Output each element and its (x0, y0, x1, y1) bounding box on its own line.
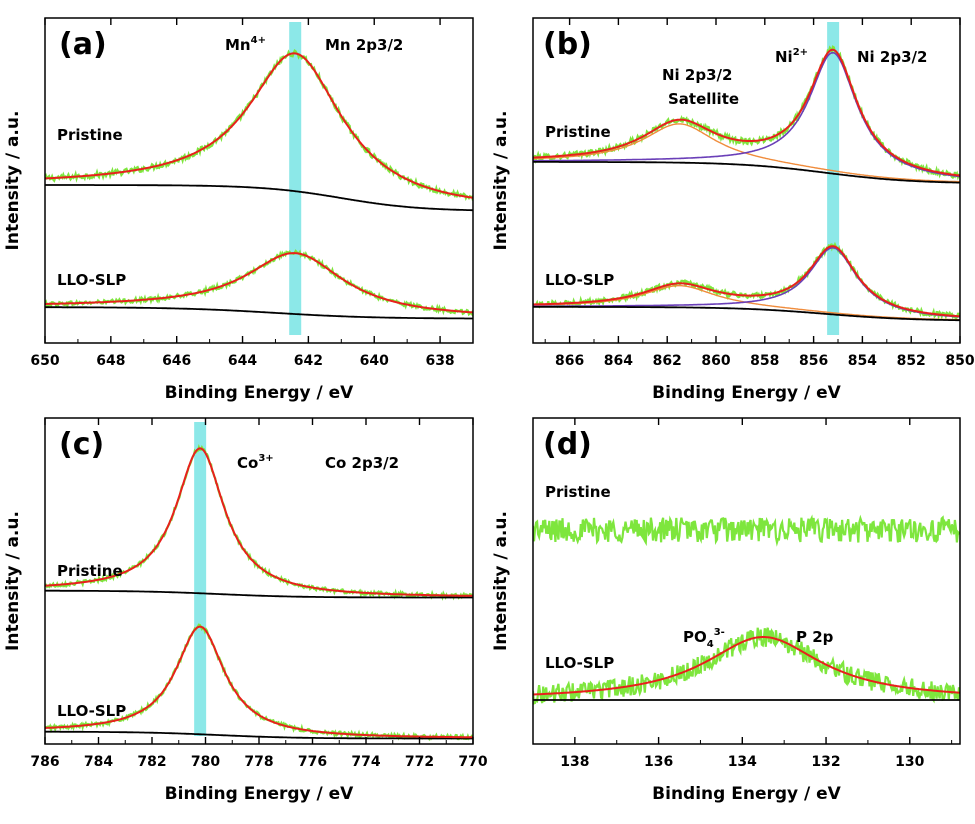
x-tick-label: 862 (653, 353, 682, 369)
x-tick-label: 136 (644, 754, 673, 770)
x-tick-label: 134 (728, 754, 757, 770)
series-pristine-background (45, 589, 473, 599)
highlight-band (194, 422, 207, 736)
series-label-llo-slp: LLO-SLP (57, 271, 126, 289)
annotation-peak-label: Ni 2p3/2 (857, 48, 927, 66)
x-tick-label: 864 (604, 353, 633, 369)
series-pristine-background (533, 160, 960, 184)
series-llo-slp-fit (533, 636, 960, 696)
panel-label: (a) (59, 27, 107, 62)
x-axis-label: Binding Energy / eV (165, 383, 355, 403)
x-tick-label: 648 (96, 353, 125, 369)
x-tick-label: 776 (298, 754, 327, 770)
data-layer (45, 48, 473, 320)
series-pristine-main-component (533, 51, 960, 178)
panel-label: (c) (59, 427, 104, 462)
x-axis-label: Binding Energy / eV (652, 784, 842, 804)
data-layer (533, 45, 960, 322)
panel-c: Pristine LLO-SLP 786 784 782 780 778 776 774 772 7… (3, 417, 488, 804)
panel-d: Pristine LLO-SLP 138 136 134 132 130 Binding En… (491, 417, 961, 804)
series-pristine-fit (533, 48, 960, 177)
series-pristine-raw (533, 514, 960, 547)
panel-b: Pristine LLO-SLP 866 864 862 860 858 856 854 852 8… (491, 17, 975, 403)
x-tick-label: 780 (191, 754, 220, 770)
series-llo-slp-raw (533, 627, 960, 705)
annotation-species: PO43- (683, 627, 725, 650)
x-tick-label: 644 (228, 353, 257, 369)
panel-label: (b) (543, 27, 592, 62)
annotation-peak-label: P 2p (796, 628, 834, 646)
plot-frame (532, 17, 961, 344)
x-tick-label: 638 (425, 353, 454, 369)
x-tick-label: 130 (895, 754, 924, 770)
highlight-band (289, 22, 302, 335)
x-tick-label: 786 (30, 754, 59, 770)
x-tick-label: 642 (294, 353, 323, 369)
annotation-oxidation-state: Ni2+ (775, 47, 808, 66)
series-label-pristine: Pristine (57, 562, 123, 580)
x-tick-label: 772 (405, 754, 434, 770)
x-tick-label: 132 (811, 754, 840, 770)
series-label-llo-slp: LLO-SLP (545, 271, 614, 289)
plot-frame (44, 417, 474, 745)
x-tick-label: 640 (360, 353, 389, 369)
y-axis-label: Intensity / a.u. (491, 111, 511, 251)
x-tick-label: 650 (30, 353, 59, 369)
x-tick-label: 852 (897, 353, 926, 369)
series-pristine-fit (45, 52, 473, 199)
x-tick-label: 854 (848, 353, 877, 369)
x-tick-label: 646 (162, 353, 191, 369)
series-llo-slp-fit (45, 252, 473, 314)
annotation-satellite-label-line2: Satellite (668, 90, 739, 108)
x-tick-label: 784 (84, 754, 113, 770)
annotation-oxidation-state: Co3+ (237, 453, 274, 472)
series-llo-slp-background (533, 305, 960, 322)
x-tick-label: 860 (701, 353, 730, 369)
x-tick-label: 782 (137, 754, 166, 770)
series-label-llo-slp: LLO-SLP (57, 702, 126, 720)
data-layer (45, 443, 473, 742)
x-tick-label: 778 (244, 754, 273, 770)
panel-a: Pristine LLO-SLP 650 648 646 644 642 640 638 Bind… (3, 17, 474, 403)
plot-frame (44, 17, 474, 344)
x-axis-label: Binding Energy / eV (165, 784, 355, 804)
y-axis-label: Intensity / a.u. (491, 511, 511, 651)
data-layer (533, 514, 960, 705)
x-tick-label: 858 (750, 353, 779, 369)
annotation-oxidation-state: Mn4+ (225, 35, 266, 54)
plot-frame (532, 417, 961, 745)
highlight-band (827, 22, 840, 335)
x-tick-label: 850 (945, 353, 974, 369)
series-llo-slp-fit (45, 625, 473, 739)
annotation-satellite-label-line1: Ni 2p3/2 (662, 66, 732, 84)
x-axis-label: Binding Energy / eV (652, 383, 842, 403)
annotation-peak-label: Mn 2p3/2 (325, 36, 403, 54)
x-tick-label: 866 (555, 353, 584, 369)
panel-label: (d) (543, 427, 592, 462)
series-llo-slp-fit (533, 245, 960, 318)
annotation-peak-label: Co 2p3/2 (325, 454, 399, 472)
x-tick-label: 774 (351, 754, 380, 770)
x-tick-label: 770 (458, 754, 487, 770)
y-axis-label: Intensity / a.u. (3, 511, 23, 651)
series-label-pristine: Pristine (545, 123, 611, 141)
series-label-llo-slp: LLO-SLP (545, 654, 614, 672)
x-tick-label: 856 (799, 353, 828, 369)
series-llo-slp-background (45, 730, 473, 740)
series-label-pristine: Pristine (57, 126, 123, 144)
series-llo-slp-background (45, 306, 473, 320)
series-pristine-fit (45, 447, 473, 597)
series-label-pristine: Pristine (545, 483, 611, 501)
x-tick-label: 138 (560, 754, 589, 770)
series-pristine-background (45, 184, 473, 212)
y-axis-label: Intensity / a.u. (3, 111, 23, 251)
